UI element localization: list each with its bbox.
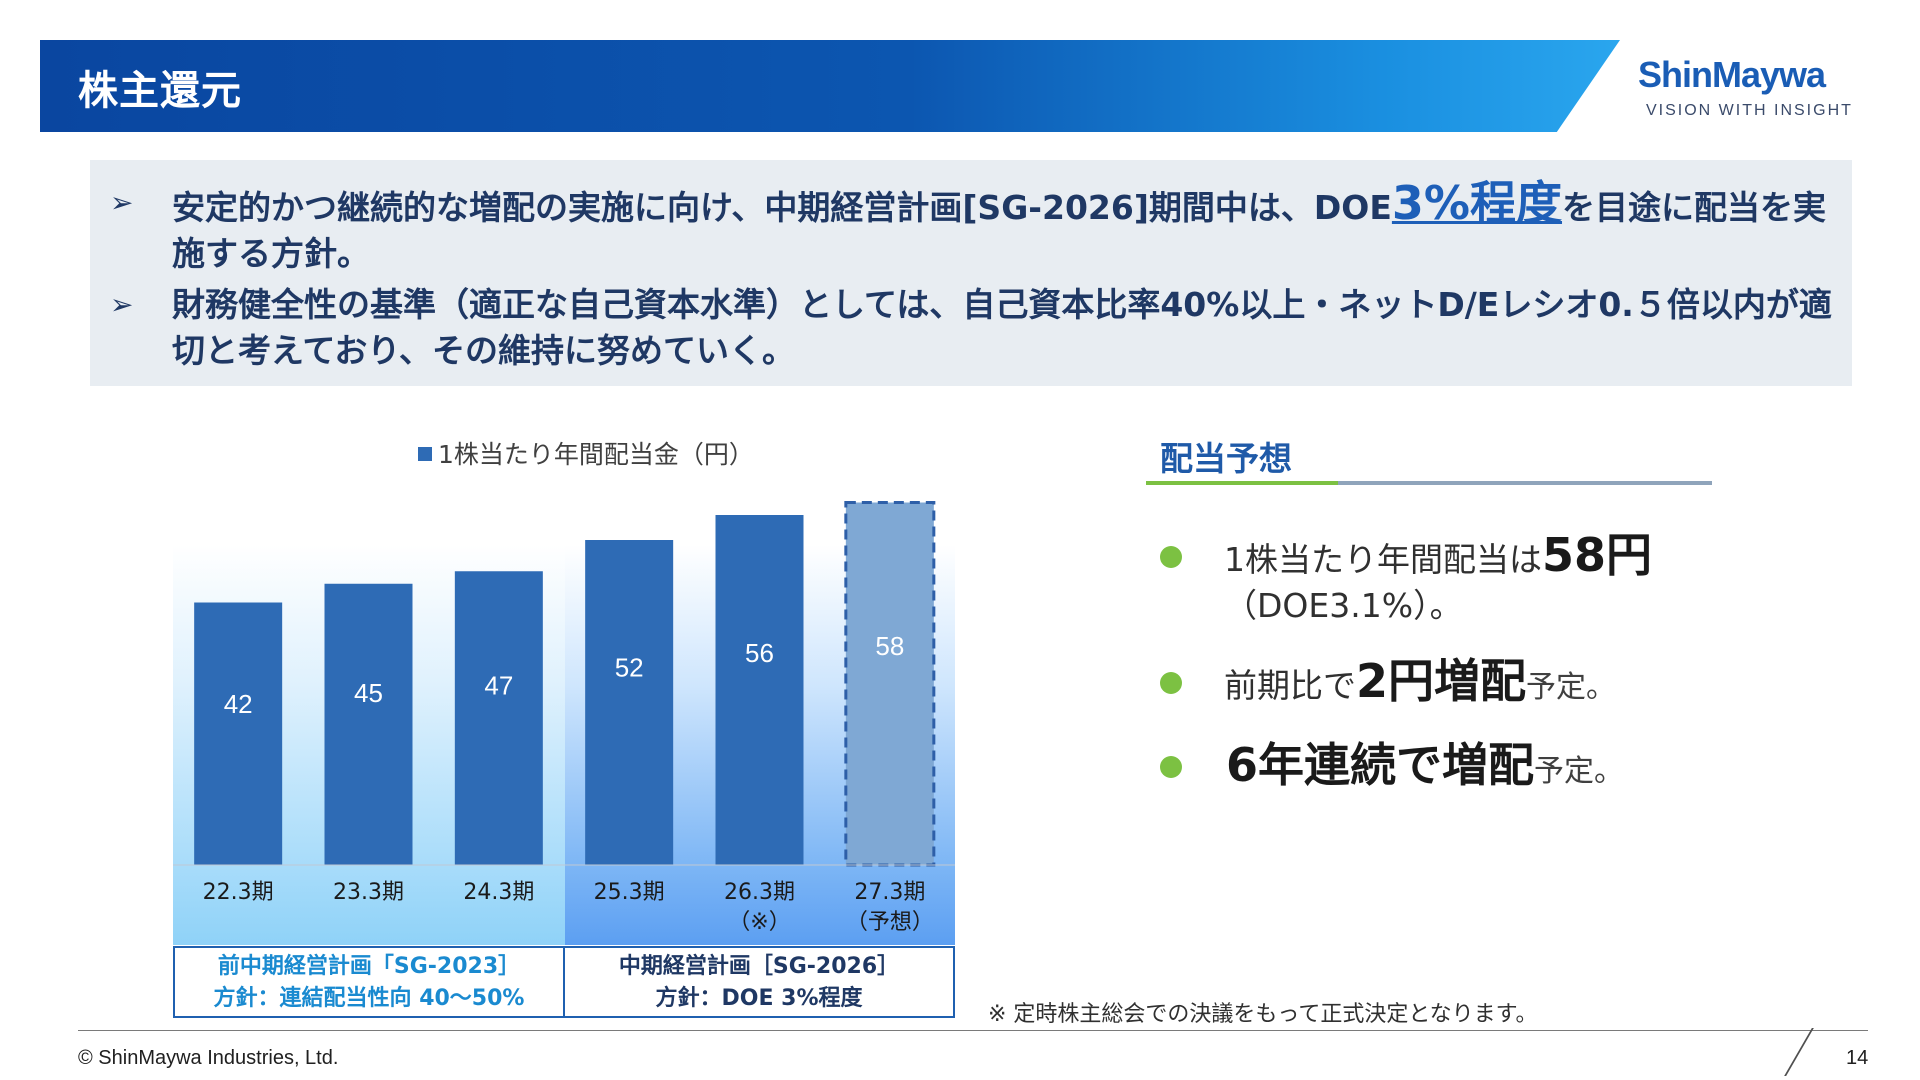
previous-plan-policy: 方針：連結配当性向 40～50% <box>213 986 525 1011</box>
green-bullet-icon <box>1160 756 1182 778</box>
legend-swatch <box>418 447 432 461</box>
forecast-text: 前期比で2円増配予定。 <box>1224 658 1784 711</box>
x-tick-label: 26.3期 <box>724 880 795 905</box>
bar <box>585 540 674 865</box>
forecast-increase-value: 2円増配 <box>1356 654 1527 708</box>
forecast-text-post: 予定。 <box>1526 670 1617 705</box>
chart-legend: 1株当たり年間配当金（円） <box>418 435 754 471</box>
bar-forecast <box>844 501 936 867</box>
forecast-dividend-value: 58円 <box>1542 528 1653 582</box>
policy-text-pre: 安定的かつ継続的な増配の実施に向け、中期経営計画[SG-2026]期間中は、DO… <box>172 188 1392 227</box>
x-tick-label: （※） <box>728 910 790 935</box>
policy-text-post: を目途に配当を実施する方針。 <box>172 188 1827 273</box>
bar <box>715 515 804 865</box>
forecast-text: 1株当たり年間配当は58円 （DOE3.1%）。 <box>1224 532 1784 629</box>
forecast-text-pre: 1株当たり年間配当は <box>1224 540 1542 579</box>
green-bullet-icon <box>1160 672 1182 694</box>
copyright: © ShinMaywa Industries, Ltd. <box>78 1047 339 1069</box>
arrow-bullet-icon: ➢ <box>110 288 134 321</box>
bar-value-label: 56 <box>745 638 774 668</box>
current-plan-box: 中期経営計画［SG-2026］ 方針：DOE 3%程度 <box>563 946 955 1018</box>
logo-wordmark: ShinMaywa <box>1638 54 1826 95</box>
page-title: 株主還元 <box>78 68 242 114</box>
x-tick-label: 22.3期 <box>203 880 274 905</box>
x-tick-label: 25.3期 <box>594 880 665 905</box>
policy-box: ➢ 安定的かつ継続的な増配の実施に向け、中期経営計画[SG-2026]期間中は、… <box>90 160 1852 386</box>
x-tick-label: 27.3期 <box>854 880 925 905</box>
bar-value-label: 52 <box>615 653 644 683</box>
current-plan-name: 中期経営計画［SG-2026］ <box>618 954 900 979</box>
forecast-text-post: 予定。 <box>1534 754 1625 789</box>
page-number: 14 <box>1846 1047 1869 1069</box>
title-underline <box>1338 481 1712 485</box>
logo-tagline: VISION WITH INSIGHT <box>1646 102 1853 119</box>
title-underline-accent <box>1146 481 1338 485</box>
x-tick-label: 24.3期 <box>463 880 534 905</box>
forecast-title: 配当予想 <box>1160 439 1292 478</box>
bar <box>324 583 413 865</box>
legend-label: 1株当たり年間配当金（円） <box>438 440 754 469</box>
header-band <box>40 40 1620 132</box>
bar <box>454 571 543 865</box>
forecast-text: 6年連続で増配予定。 <box>1226 742 1786 795</box>
forecast-streak: 6年連続で増配 <box>1226 738 1535 792</box>
bar-value-label: 45 <box>354 678 383 708</box>
dividend-bar-chart: 42 22.3期 45 23.3期 47 24.3期 52 25.3期 56 26.3期 （※） 58… <box>173 501 955 935</box>
bar-value-label: 42 <box>224 689 253 719</box>
policy-text: 財務健全性の基準（適正な自己資本水準）としては、自己資本比率40%以上・ネットD… <box>172 285 1832 370</box>
bar <box>194 602 283 865</box>
doe-target: 3%程度 <box>1391 176 1563 230</box>
forecast-doe: （DOE3.1%）。 <box>1224 586 1463 625</box>
footnote: ※ 定時株主総会での決議をもって正式決定となります。 <box>988 1002 1538 1027</box>
x-tick-label: （予想） <box>846 910 934 935</box>
arrow-bullet-icon: ➢ <box>110 186 134 219</box>
current-plan-policy: 方針：DOE 3%程度 <box>655 986 863 1011</box>
bar-value-label: 58 <box>875 631 904 661</box>
previous-plan-name: 前中期経営計画「SG-2023］ <box>217 954 521 979</box>
green-bullet-icon <box>1160 546 1182 568</box>
forecast-text-pre: 前期比で <box>1224 666 1356 705</box>
footer-divider <box>78 1030 1868 1031</box>
company-logo: ShinMaywa VISION WITH INSIGHT <box>1638 54 1888 124</box>
policy-text: 安定的かつ継続的な増配の実施に向け、中期経営計画[SG-2026]期間中は、DO… <box>172 180 1852 277</box>
x-tick-label: 23.3期 <box>333 880 404 905</box>
bar-value-label: 47 <box>484 671 513 701</box>
footer-slash <box>1784 1028 1814 1076</box>
previous-plan-box: 前中期経営計画「SG-2023］ 方針：連結配当性向 40～50% <box>173 946 565 1018</box>
